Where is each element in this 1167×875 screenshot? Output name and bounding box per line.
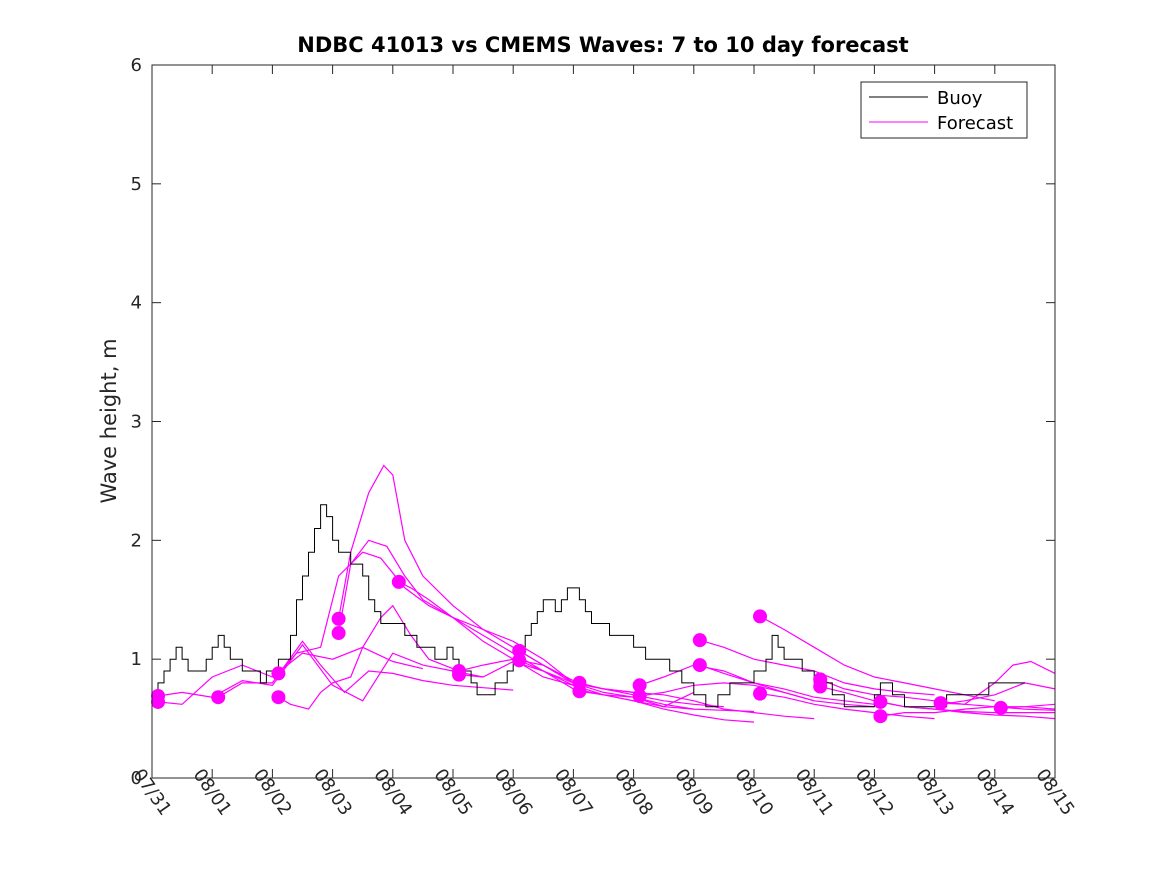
forecast-start-marker [271,666,286,681]
x-tick-label: 08/05 [429,765,476,820]
forecast-series-line [458,658,724,708]
forecast-start-marker [933,696,948,711]
forecast-series-line [759,615,995,702]
forecast-start-marker [512,653,527,668]
x-tick-label: 08/02 [249,765,296,820]
forecast-series-line [940,660,1056,705]
forecast-start-marker [753,686,768,701]
x-tick-label: 08/01 [189,765,236,820]
forecast-start-marker [271,690,286,705]
x-tick-label: 08/08 [610,765,657,820]
forecast-series-line [579,690,755,723]
forecast-series-line [157,643,484,702]
buoy-series-line [152,504,1025,708]
forecast-markers [151,574,1008,724]
forecast-start-marker [331,611,346,626]
forecast-series-line [518,659,695,708]
x-tick-label: 08/11 [791,765,838,820]
forecast-series-line [217,640,514,698]
x-tick-label: 08/13 [911,765,958,820]
forecast-start-marker [391,574,406,589]
x-tick-label: 08/07 [550,765,597,820]
x-tick-label: 08/09 [670,765,717,820]
forecast-start-marker [151,689,166,704]
plot-lines [152,464,1056,723]
legend-forecast-label: Forecast [937,113,1013,134]
y-tick-label: 5 [131,174,142,195]
y-tick-label: 3 [131,412,142,433]
x-tick-label: 08/14 [971,765,1018,820]
x-tick-label: 08/04 [369,765,416,820]
forecast-start-marker [813,679,828,694]
forecast-start-marker [753,609,768,624]
forecast-start-marker [873,709,888,724]
forecast-series-line [338,464,574,682]
forecast-start-marker [572,684,587,699]
y-tick-label: 4 [131,293,142,314]
y-tick-label: 6 [131,55,142,76]
forecast-series-line [880,706,1056,717]
y-tick-label: 2 [131,530,142,551]
y-axis-label: Wave height, m [97,338,121,503]
forecast-start-marker [632,689,647,704]
forecast-start-marker [692,633,707,648]
legend-box [860,81,1028,139]
forecast-start-marker [211,690,226,705]
forecast-series-line [278,604,454,710]
x-tick-label: 08/12 [851,765,898,820]
x-tick-label: 08/15 [1031,765,1078,820]
x-tick-label: 08/10 [730,765,777,820]
plot-area-frame [151,64,1056,779]
forecast-start-marker [331,626,346,641]
x-tick-label: 08/06 [490,765,537,820]
legend-buoy-label: Buoy [937,88,983,109]
forecast-series-line [940,682,1056,705]
forecast-start-marker [873,694,888,709]
x-tick-label: 08/03 [309,765,356,820]
forecast-start-marker [993,700,1008,715]
forecast-series-line [1000,703,1056,709]
forecast-series-line [759,693,935,720]
chart-title: NDBC 41013 vs CMEMS Waves: 7 to 10 day f… [297,33,908,57]
y-tick-label: 1 [131,649,142,670]
forecast-series-line [277,551,574,684]
y-tick-label: 0 [131,768,142,789]
forecast-start-marker [692,658,707,673]
forecast-start-marker [632,678,647,693]
legend: Buoy Forecast [860,81,1028,139]
forecast-start-marker [452,667,467,682]
forecast-series-line [398,581,634,693]
forecast-series-line [579,682,815,720]
